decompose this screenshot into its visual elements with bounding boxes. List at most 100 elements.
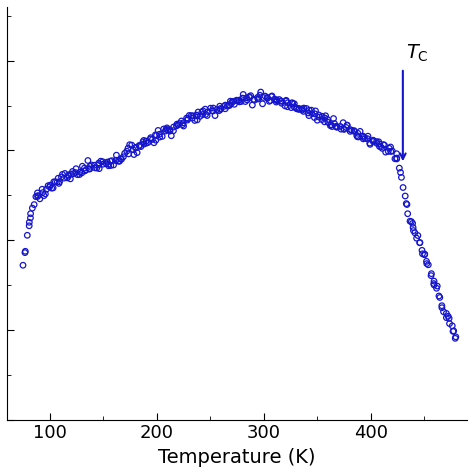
Point xyxy=(239,91,247,98)
Point xyxy=(210,104,217,112)
Point xyxy=(408,218,415,226)
Point xyxy=(342,124,350,131)
Point xyxy=(95,159,102,167)
Point xyxy=(129,146,137,154)
Point xyxy=(248,101,256,109)
Point xyxy=(34,193,41,201)
Point xyxy=(380,141,387,148)
Point xyxy=(369,138,377,146)
Point xyxy=(118,155,125,163)
Point xyxy=(425,261,432,269)
Point xyxy=(359,135,367,143)
Point xyxy=(287,104,295,111)
Point xyxy=(44,182,52,190)
Point xyxy=(324,116,331,123)
Point xyxy=(38,185,46,193)
Point xyxy=(435,292,443,300)
Point xyxy=(264,94,271,102)
Point xyxy=(204,108,212,116)
Point xyxy=(126,141,134,148)
Point xyxy=(298,106,306,114)
Point xyxy=(246,93,253,100)
Point xyxy=(399,184,407,191)
Point xyxy=(76,168,84,176)
Point xyxy=(176,120,183,128)
Point xyxy=(183,114,191,122)
Point xyxy=(251,96,258,104)
Point xyxy=(321,118,328,126)
Point xyxy=(373,139,381,147)
Point xyxy=(337,125,345,133)
Point xyxy=(121,150,128,157)
Point xyxy=(227,97,234,105)
Point xyxy=(162,128,169,135)
Point xyxy=(173,122,180,129)
Point xyxy=(387,143,394,151)
Point xyxy=(155,127,162,134)
Point xyxy=(236,98,243,106)
Point xyxy=(143,139,150,147)
Point xyxy=(136,142,143,150)
Point xyxy=(112,156,120,164)
Point xyxy=(359,132,367,140)
Point xyxy=(375,143,383,150)
Point xyxy=(438,304,446,311)
Point xyxy=(391,155,399,163)
Point xyxy=(449,328,457,335)
Point xyxy=(133,149,141,156)
Point xyxy=(152,131,159,139)
Point xyxy=(430,281,438,289)
Point xyxy=(288,99,296,107)
Point xyxy=(282,97,290,105)
Point xyxy=(304,109,312,117)
Point xyxy=(308,110,316,118)
Point xyxy=(430,277,438,285)
Point xyxy=(366,139,374,147)
Point xyxy=(72,165,80,173)
Point xyxy=(289,100,297,107)
Point xyxy=(152,137,160,144)
Point xyxy=(99,160,107,168)
Point xyxy=(201,105,209,113)
Point xyxy=(202,110,210,118)
Point xyxy=(260,94,267,101)
Point xyxy=(333,123,341,131)
Point xyxy=(61,170,69,177)
Point xyxy=(49,184,57,191)
Point xyxy=(113,151,120,159)
Point xyxy=(160,125,167,133)
Point xyxy=(55,180,63,187)
Point xyxy=(430,280,438,287)
Point xyxy=(108,157,116,164)
Point xyxy=(88,161,95,169)
Point xyxy=(209,107,216,114)
Point xyxy=(318,116,326,123)
Point xyxy=(247,92,255,100)
Point xyxy=(327,121,335,128)
Point xyxy=(433,282,441,290)
Text: $\mathit{T}_\mathrm{C}$: $\mathit{T}_\mathrm{C}$ xyxy=(406,43,428,64)
Point xyxy=(419,250,426,257)
Point xyxy=(137,143,145,150)
Point xyxy=(303,105,310,112)
Point xyxy=(393,154,401,162)
Point xyxy=(224,102,231,110)
Point xyxy=(436,294,444,301)
Point xyxy=(343,121,351,129)
Point xyxy=(43,185,50,193)
Point xyxy=(46,182,54,189)
Point xyxy=(147,134,155,141)
Point xyxy=(421,251,428,258)
Point xyxy=(103,158,111,166)
Point xyxy=(261,92,269,100)
Point xyxy=(244,96,251,104)
Point xyxy=(183,116,191,124)
Point xyxy=(284,99,292,107)
Point xyxy=(69,168,76,175)
Point xyxy=(221,101,229,109)
Point xyxy=(153,132,160,139)
Point xyxy=(403,201,411,208)
Point xyxy=(313,117,321,124)
Point xyxy=(130,151,138,158)
Point xyxy=(39,189,46,196)
